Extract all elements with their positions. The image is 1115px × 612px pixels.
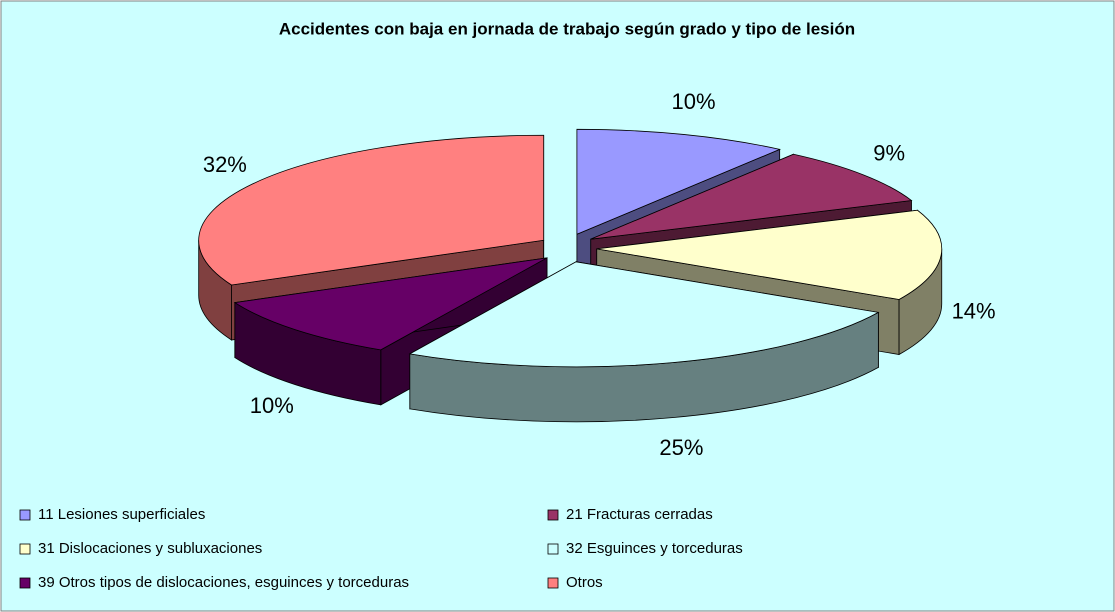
- legend-swatch: [547, 577, 559, 589]
- slice-top: [576, 128, 782, 235]
- legend-label: Otros: [566, 574, 603, 591]
- data-label: 10%: [250, 393, 294, 418]
- legend-label: 21 Fracturas cerradas: [566, 506, 713, 523]
- legend-swatch: [19, 543, 31, 555]
- data-label: 32%: [203, 152, 247, 177]
- legend-swatch: [19, 509, 31, 521]
- slice-top: [590, 153, 913, 240]
- legend-swatch: [19, 577, 31, 589]
- legend: 11 Lesiones superficiales 21 Fracturas ce…: [19, 506, 743, 591]
- data-label: 14%: [952, 298, 996, 323]
- legend-label: 31 Dislocaciones y subluxaciones: [38, 540, 262, 557]
- legend-label: 11 Lesiones superficiales: [38, 506, 205, 523]
- slice-top: [596, 209, 943, 300]
- data-label: 9%: [873, 140, 905, 165]
- data-label: 25%: [659, 435, 703, 460]
- slice: [408, 261, 880, 423]
- slice-top: [198, 134, 545, 286]
- data-label: 10%: [672, 89, 716, 114]
- slice-top: [408, 261, 880, 368]
- legend-swatch: [547, 543, 559, 555]
- legend-label: 39 Otros tipos de dislocaciones, esguinc…: [38, 574, 409, 591]
- slice-top: [233, 257, 548, 351]
- legend-swatch: [547, 509, 559, 521]
- legend-label: 32 Esguinces y torceduras: [566, 540, 743, 557]
- pie: 10% 9% 14% 25% 10% 32%: [198, 89, 996, 460]
- chart-title: Accidentes con baja en jornada de trabaj…: [279, 19, 855, 38]
